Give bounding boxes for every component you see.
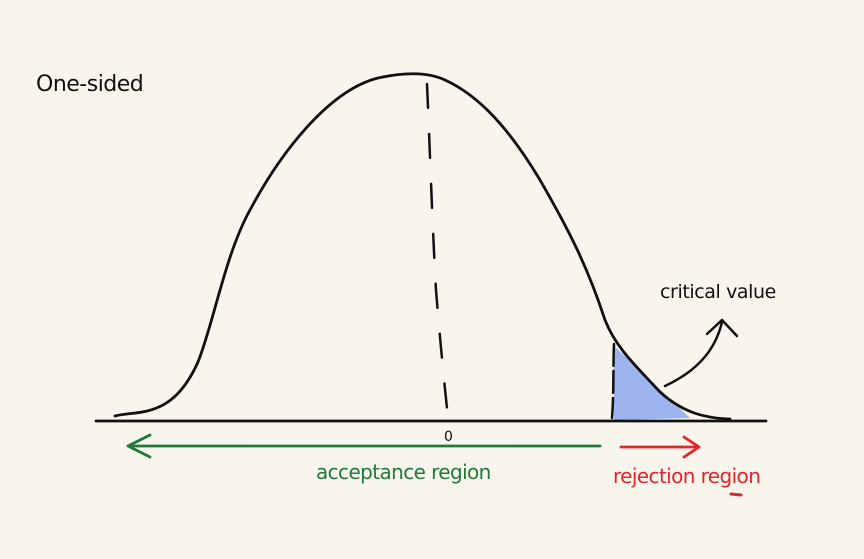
red-dash-mark xyxy=(729,492,743,497)
bell-curve xyxy=(113,72,732,421)
mean-dashed-line xyxy=(425,82,450,420)
acceptance-region-label: acceptance region xyxy=(316,460,491,484)
rejection-region-arrow xyxy=(619,435,701,459)
mean-zero-label: 0 xyxy=(444,429,453,445)
critical-value-label: critical value xyxy=(660,281,776,303)
critical-value-line xyxy=(610,342,616,420)
acceptance-region-arrow xyxy=(126,433,602,459)
diagram-title: One-sided xyxy=(36,72,144,97)
rejection-region-label: rejection region xyxy=(613,464,761,488)
critical-value-pointer-arrow xyxy=(663,318,739,388)
